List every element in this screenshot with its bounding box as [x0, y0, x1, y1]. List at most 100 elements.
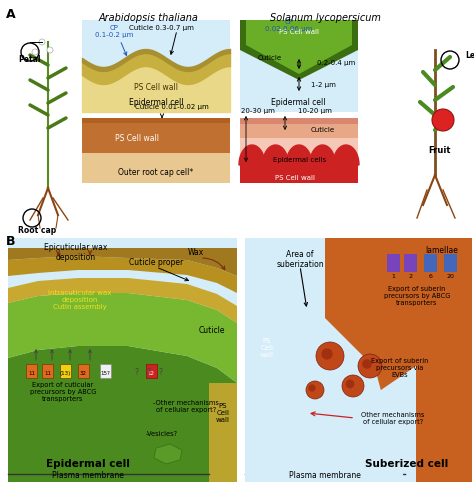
Circle shape — [39, 39, 45, 45]
Polygon shape — [240, 20, 358, 80]
Circle shape — [358, 354, 382, 378]
Circle shape — [316, 342, 344, 370]
Text: Export of suberin
precursors by ABCG
transporters: Export of suberin precursors by ABCG tra… — [384, 286, 450, 306]
Bar — [82, 20, 230, 112]
Polygon shape — [293, 238, 472, 482]
Polygon shape — [8, 256, 237, 293]
Polygon shape — [277, 238, 472, 482]
Polygon shape — [8, 278, 237, 323]
Bar — [78, 364, 89, 378]
Bar — [444, 254, 457, 272]
Polygon shape — [245, 238, 405, 482]
Bar — [424, 254, 437, 272]
Text: Wax: Wax — [188, 247, 204, 256]
Text: 11: 11 — [28, 370, 35, 375]
Polygon shape — [8, 293, 237, 383]
Text: Cuticle 0.3-0.7 μm: Cuticle 0.3-0.7 μm — [129, 25, 194, 31]
Polygon shape — [245, 238, 472, 482]
Bar — [60, 364, 71, 378]
Text: Leaf: Leaf — [465, 51, 474, 60]
Polygon shape — [8, 346, 237, 482]
Bar — [82, 118, 230, 123]
Text: 15?: 15? — [100, 370, 110, 375]
Circle shape — [32, 49, 38, 55]
Bar — [245, 238, 472, 482]
Text: PS
Cell
wall: PS Cell wall — [260, 338, 274, 358]
Text: Solanum lycopersicum: Solanum lycopersicum — [270, 13, 381, 23]
Polygon shape — [310, 145, 336, 165]
Text: PS
Cell
wall: PS Cell wall — [216, 403, 230, 423]
Text: 20-30 μm: 20-30 μm — [241, 108, 275, 114]
Text: PS Cell wall: PS Cell wall — [134, 83, 178, 93]
Text: Cuticle 0.01-0.02 μm: Cuticle 0.01-0.02 μm — [135, 104, 209, 110]
Text: Root cap: Root cap — [18, 225, 56, 235]
Text: Area of
suberization: Area of suberization — [276, 250, 324, 270]
Polygon shape — [239, 145, 265, 165]
Text: B: B — [6, 235, 16, 248]
Text: ?: ? — [134, 368, 138, 376]
Text: Export of suberin
precursors via
EVBs: Export of suberin precursors via EVBs — [371, 358, 428, 378]
Text: PS Cell wall: PS Cell wall — [275, 175, 315, 181]
Circle shape — [362, 359, 372, 369]
Polygon shape — [253, 238, 472, 482]
Bar — [82, 123, 230, 153]
Text: Cuticle proper: Cuticle proper — [129, 258, 183, 267]
Text: -Other mechanisms
of cellular export?: -Other mechanisms of cellular export? — [153, 399, 219, 413]
Polygon shape — [154, 444, 182, 464]
Circle shape — [432, 109, 454, 131]
Circle shape — [346, 380, 355, 389]
Text: Fruit: Fruit — [429, 146, 451, 154]
Polygon shape — [246, 20, 352, 74]
Text: Epidermal cell: Epidermal cell — [271, 98, 325, 106]
Polygon shape — [333, 145, 359, 165]
Text: Plasma membrane: Plasma membrane — [52, 471, 124, 480]
Bar — [240, 165, 358, 183]
Polygon shape — [8, 248, 237, 276]
Text: Export of cuticular
precursors by ABCG
transporters: Export of cuticular precursors by ABCG t… — [30, 382, 96, 402]
Text: Outer root cap cell*: Outer root cap cell* — [118, 168, 193, 176]
Text: Epicuticular wax
deposition: Epicuticular wax deposition — [44, 243, 108, 263]
Text: 11: 11 — [44, 370, 51, 375]
Bar — [42, 364, 53, 378]
Text: CP
0.1-0.2 μm: CP 0.1-0.2 μm — [95, 25, 133, 39]
Text: PS Cell wall: PS Cell wall — [115, 133, 159, 143]
Text: lamellae: lamellae — [426, 246, 458, 255]
Bar — [82, 118, 230, 183]
Text: ?: ? — [146, 368, 150, 376]
Text: CP
0.02-0.06 μm: CP 0.02-0.06 μm — [265, 19, 313, 31]
Text: A: A — [6, 8, 16, 21]
Text: Cuticle: Cuticle — [311, 127, 335, 133]
Text: 10-20 μm: 10-20 μm — [298, 108, 332, 114]
Text: ?: ? — [158, 368, 162, 376]
Text: Arabidopsis thaliana: Arabidopsis thaliana — [98, 13, 198, 23]
Polygon shape — [285, 238, 472, 482]
Bar — [240, 118, 358, 138]
Text: Epidermal cell: Epidermal cell — [129, 98, 183, 106]
Text: 12: 12 — [147, 370, 155, 375]
Text: Epidermal cells: Epidermal cells — [273, 157, 327, 163]
Text: -Vesicles?: -Vesicles? — [146, 431, 178, 437]
Text: Plasma membrane: Plasma membrane — [289, 471, 361, 480]
Text: 1-2 μm: 1-2 μm — [311, 82, 336, 88]
Bar — [240, 118, 358, 183]
Text: (13): (13) — [60, 370, 71, 375]
Text: PS Cell wall: PS Cell wall — [279, 29, 319, 35]
Text: Petal: Petal — [18, 55, 40, 65]
Text: Cuticle: Cuticle — [258, 55, 282, 61]
Text: 6: 6 — [428, 273, 432, 278]
Bar — [100, 364, 111, 378]
Bar — [146, 364, 157, 378]
Polygon shape — [261, 238, 472, 482]
Circle shape — [342, 375, 364, 397]
Polygon shape — [263, 145, 289, 165]
Bar — [240, 118, 358, 124]
Bar — [8, 238, 237, 482]
Text: 20: 20 — [447, 273, 455, 278]
Circle shape — [321, 348, 333, 360]
Polygon shape — [286, 145, 312, 165]
Text: 2: 2 — [409, 273, 412, 278]
Bar — [387, 254, 400, 272]
Circle shape — [47, 47, 53, 53]
Text: Suberized cell: Suberized cell — [365, 459, 448, 469]
Text: 1: 1 — [392, 273, 395, 278]
